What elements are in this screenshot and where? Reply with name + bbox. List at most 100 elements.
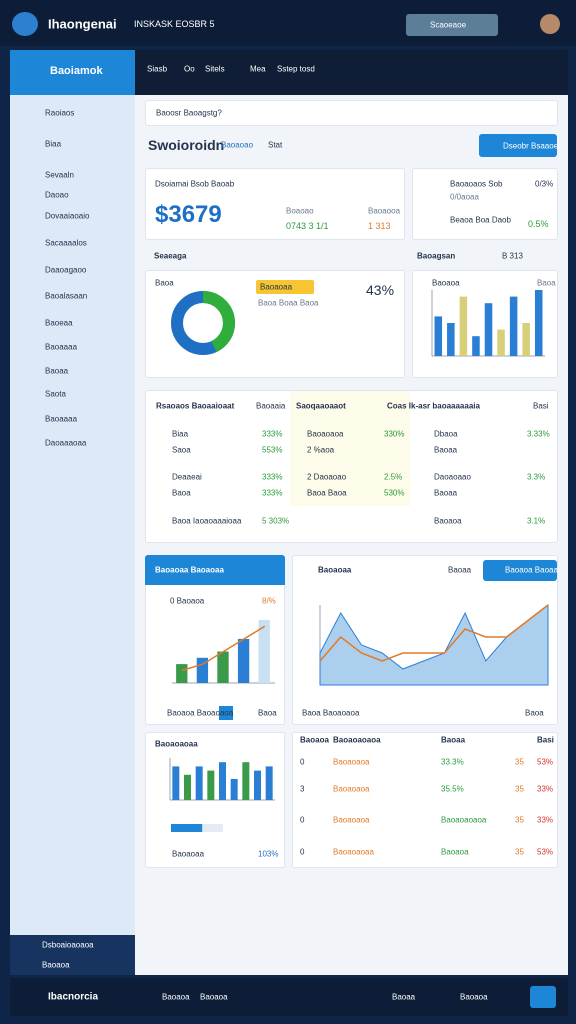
items: Baoeaa — [45, 318, 73, 328]
title: Swoioroidn — [148, 137, 225, 153]
rows: 3 — [300, 784, 305, 794]
items: Sevaaln — [45, 170, 74, 180]
foot-value: 103% — [258, 849, 279, 859]
label: Baoaooa — [368, 206, 401, 216]
headers: Baoaoaoaoa — [333, 735, 381, 745]
links: Siasb — [147, 64, 168, 74]
right: Baoagsan — [417, 251, 456, 261]
rows: 3.33% — [527, 429, 550, 439]
rows: 333% — [262, 472, 283, 482]
rows: 2 %aoa — [307, 445, 335, 455]
rows: Baoaoaoaa — [333, 847, 374, 857]
rows: Baoaoa — [441, 847, 469, 857]
sub: 0 Baoaoa — [170, 596, 205, 606]
avatar[interactable] — [540, 14, 560, 34]
rows: 530% — [384, 488, 405, 498]
rows: 2 Daoaoao — [307, 472, 347, 482]
items: Baoaoa — [460, 992, 488, 1002]
button: Baoa — [258, 708, 277, 718]
items: Baoaaaa — [45, 414, 78, 424]
header: Rsaoaos Baoaaioaat — [156, 401, 235, 411]
sub: 0/0aoaa — [450, 192, 479, 202]
rows: Baoa Iaoaoaaaioaa — [172, 516, 242, 526]
note: Baoa — [537, 278, 556, 288]
rows: 33.3% — [441, 757, 464, 767]
rows: 3.3% — [527, 472, 546, 482]
highlight — [256, 280, 314, 294]
legend-swatch — [219, 706, 233, 720]
legend: Baoa Baoaoaoa — [302, 708, 360, 718]
sidebar-footer — [10, 935, 135, 975]
rows: 333% — [262, 488, 283, 498]
title: Dsoiamai Bsob Baoab — [155, 179, 235, 189]
rows: 5 303% — [262, 516, 290, 526]
rows: 0 — [300, 815, 305, 825]
combo-header — [145, 555, 285, 585]
value-label: 43% — [366, 282, 395, 298]
bottom-button[interactable] — [530, 986, 556, 1008]
button: Dseobr Bsaaoe — [503, 141, 559, 151]
title: Seaeaga — [154, 251, 187, 261]
title: Baoaoaoaa — [155, 739, 198, 749]
highlight: Baoaoaa — [260, 282, 293, 292]
items: Dovaaiaoaio — [45, 211, 90, 221]
rows: 0 — [300, 847, 305, 857]
button: Baoa — [525, 708, 544, 718]
items: Daoao — [45, 190, 69, 200]
header: Saoqaaoaaot — [296, 401, 346, 411]
rows: Dbaoa — [434, 429, 458, 439]
label: Boa — [204, 823, 219, 833]
name: Baoaoaos Sob — [450, 179, 503, 189]
name: Beaoa Boa Daob — [450, 215, 511, 225]
tabs: Baoaoao — [221, 140, 254, 150]
items: Biaa — [45, 139, 62, 149]
items: Baoaoa — [162, 992, 190, 1002]
value: 0/3% — [535, 179, 554, 189]
items: Daaoagaoo — [45, 265, 87, 275]
primary-button[interactable] — [479, 134, 557, 157]
title: Baoaoa — [432, 278, 460, 288]
items: Baoaoa — [200, 992, 228, 1002]
header: Coas Ik-asr baoaaaaaaia — [387, 401, 480, 411]
items: Baoalasaan — [45, 291, 88, 301]
rows: Baoaoaoa — [333, 757, 370, 767]
foot: Baoaoaa — [172, 849, 205, 859]
label: Baoa — [155, 278, 174, 288]
rows: Baoaa — [434, 488, 458, 498]
legend: Baoaoa Baoaoaoa — [167, 708, 234, 718]
tabs: Stat — [268, 140, 283, 150]
sidebar-logo-block — [10, 50, 135, 95]
headers: Baoaoa — [300, 735, 329, 745]
people-card — [412, 168, 558, 240]
buttons: Baoaa — [448, 565, 472, 575]
rows: Baoa Baoa — [307, 488, 347, 498]
search-box[interactable] — [406, 14, 498, 36]
title: Baoaoaa Baoaoaa — [155, 565, 224, 575]
items: Sacaaaalos — [45, 238, 87, 248]
headers: Basi — [537, 735, 554, 745]
table-highlight — [290, 391, 410, 506]
rows: Baoaoaoa — [307, 429, 344, 439]
rows: 53% — [537, 757, 554, 767]
rows: 53% — [537, 847, 554, 857]
buttons: Baoaoa Baoaa — [505, 565, 558, 575]
items: Daoaaaoaa — [45, 438, 87, 448]
rows: 33% — [537, 784, 554, 794]
value: 0.5% — [528, 219, 549, 229]
rows: Baoaa — [434, 445, 458, 455]
items: Baoaaaa — [45, 342, 78, 352]
items: Saota — [45, 389, 66, 399]
rows: 330% — [384, 429, 405, 439]
sub-header — [135, 50, 568, 95]
rows: 35 — [515, 847, 524, 857]
area-button[interactable] — [483, 560, 557, 581]
title: Baoaoaa — [318, 565, 352, 575]
logo: Baoiamok — [50, 65, 103, 77]
subtitle: INSKASK EOSBR 5 — [134, 19, 215, 29]
rows: 35 — [515, 815, 524, 825]
links: Sitels — [205, 64, 225, 74]
items: Baoaa — [45, 366, 69, 376]
rows: 35 — [515, 784, 524, 794]
